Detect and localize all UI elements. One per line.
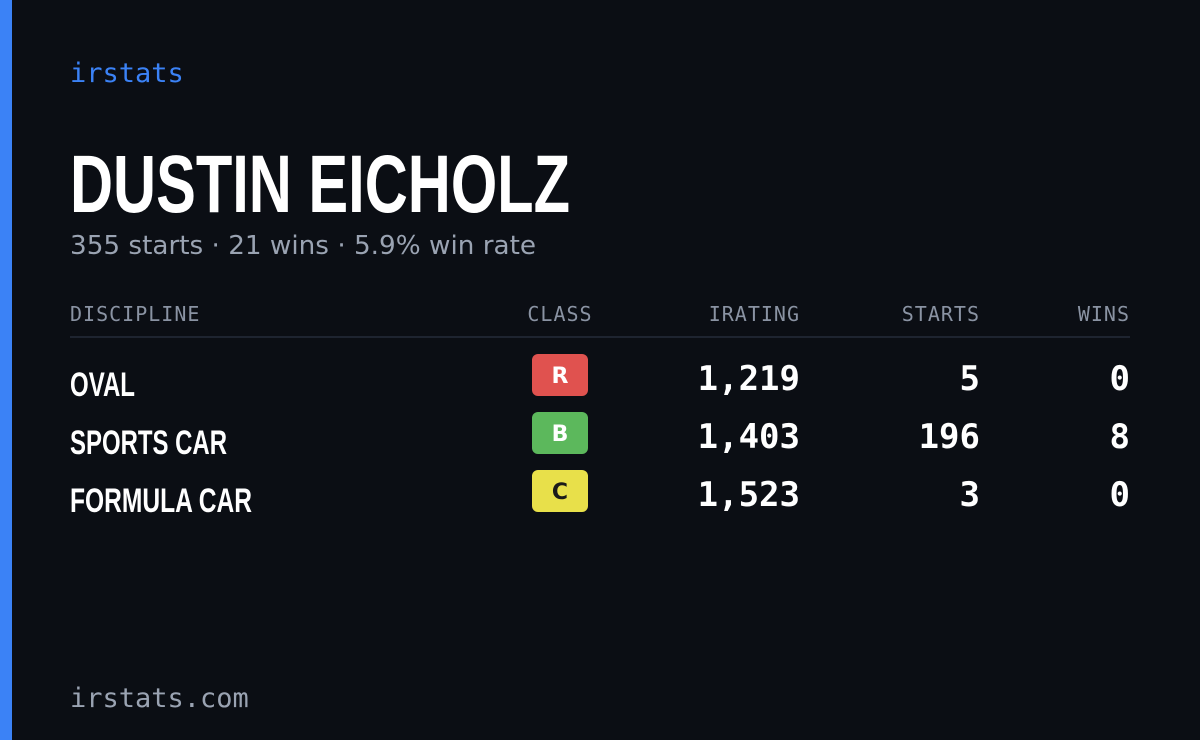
header-wins: WINS — [1078, 302, 1130, 326]
header-irating: IRATING — [709, 302, 800, 326]
driver-summary: 355 starts · 21 wins · 5.9% win rate — [70, 231, 536, 261]
wins: 8 — [1110, 417, 1130, 457]
irating: 1,523 — [698, 475, 800, 515]
header-discipline: DISCIPLINE — [70, 302, 200, 326]
footer: irstats.com — [70, 683, 249, 714]
discipline: FORMULA CAR — [70, 482, 252, 520]
starts: 196 — [919, 417, 980, 457]
header-starts: STARTS — [902, 302, 980, 326]
driver-name: DUSTIN EICHOLZ — [70, 139, 570, 230]
brand: irstats — [70, 58, 184, 89]
discipline: OVAL — [70, 366, 135, 404]
class-letter: B — [552, 422, 569, 447]
starts: 5 — [960, 359, 980, 399]
accent-bar — [0, 0, 12, 740]
wins: 0 — [1110, 475, 1130, 515]
class-badge — [532, 412, 588, 454]
irating: 1,403 — [698, 417, 800, 457]
starts: 3 — [960, 475, 980, 515]
discipline: SPORTS CAR — [70, 424, 227, 462]
class-letter: R — [552, 364, 569, 389]
wins: 0 — [1110, 359, 1130, 399]
class-badge — [532, 470, 588, 512]
irating: 1,219 — [698, 359, 800, 399]
header-class: CLASS — [527, 302, 592, 326]
class-badge — [532, 354, 588, 396]
class-letter: C — [552, 480, 568, 505]
